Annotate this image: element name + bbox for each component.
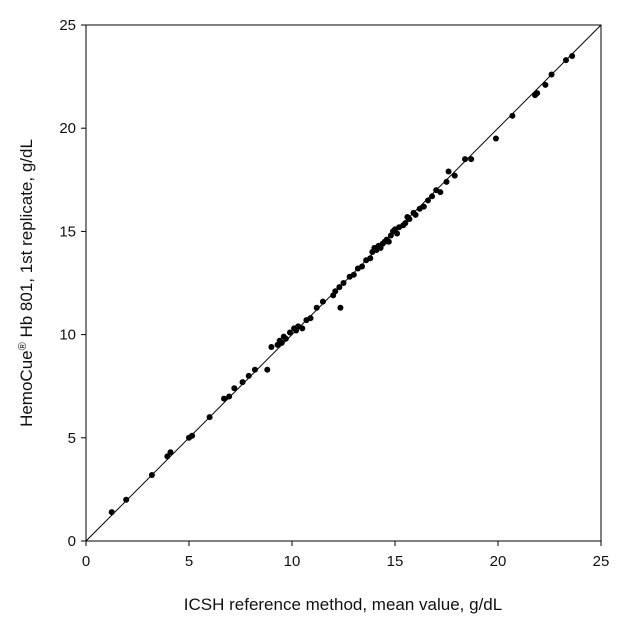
x-tick-label: 25 xyxy=(593,553,610,570)
data-point xyxy=(264,366,271,373)
data-point xyxy=(548,71,555,78)
data-point xyxy=(562,57,569,64)
data-point xyxy=(108,509,115,516)
x-tick-label: 5 xyxy=(185,553,193,570)
data-point xyxy=(424,197,431,204)
data-point xyxy=(221,395,228,402)
data-point xyxy=(402,220,409,227)
data-point xyxy=(385,238,392,245)
data-point xyxy=(437,189,444,196)
data-point xyxy=(226,393,233,400)
x-tick-label: 10 xyxy=(284,553,301,570)
data-point xyxy=(420,203,427,210)
data-point xyxy=(443,178,450,185)
data-point xyxy=(406,216,413,223)
x-tick-label: 0 xyxy=(82,553,90,570)
data-point xyxy=(445,168,452,175)
x-axis-title: ICSH reference method, mean value, g/dL xyxy=(184,595,502,614)
data-point xyxy=(337,304,344,311)
data-point xyxy=(251,366,258,373)
data-point xyxy=(286,329,293,336)
data-point xyxy=(340,280,347,286)
data-point xyxy=(319,298,326,305)
y-tick-label: 5 xyxy=(68,430,76,447)
y-tick-label: 15 xyxy=(59,223,76,240)
data-point xyxy=(206,414,213,421)
data-point xyxy=(336,284,343,291)
data-point xyxy=(534,90,541,97)
data-point xyxy=(509,112,516,119)
data-point xyxy=(451,172,458,179)
data-point xyxy=(350,271,357,278)
y-tick-label: 20 xyxy=(59,120,76,137)
data-point xyxy=(268,343,275,350)
data-point xyxy=(167,449,174,456)
data-point xyxy=(542,81,549,88)
data-point xyxy=(367,255,374,262)
data-point xyxy=(492,135,499,142)
data-point xyxy=(282,335,289,342)
y-tick-label: 10 xyxy=(59,327,76,344)
data-point xyxy=(332,288,339,295)
y-axis-title-part2: Hb 801, 1st replicate, g/dL xyxy=(17,139,36,342)
data-point xyxy=(123,496,130,503)
y-axis-title-part1: HemoCue xyxy=(17,350,36,427)
x-axis-ticks: 0 5 10 15 20 25 xyxy=(82,541,610,570)
data-point xyxy=(278,339,285,346)
y-axis-title: HemoCue® Hb 801, 1st replicate, g/dL xyxy=(17,139,36,427)
data-point xyxy=(231,385,238,392)
x-tick-label: 15 xyxy=(387,553,404,570)
data-point xyxy=(239,379,246,386)
x-tick-label: 20 xyxy=(490,553,507,570)
data-point xyxy=(148,471,155,478)
y-axis-ticks: 0 5 10 15 20 25 xyxy=(59,17,86,550)
data-point xyxy=(307,315,314,322)
y-tick-label: 0 xyxy=(68,533,76,550)
data-point xyxy=(189,432,196,439)
data-point xyxy=(429,193,436,200)
data-point xyxy=(394,230,401,237)
data-point xyxy=(299,325,306,332)
y-axis-title-superscript: ® xyxy=(17,342,29,350)
data-point xyxy=(569,52,576,59)
data-point xyxy=(164,453,171,460)
data-point xyxy=(468,156,475,163)
data-point xyxy=(412,211,419,218)
y-tick-label: 25 xyxy=(59,17,76,34)
data-point xyxy=(313,304,320,311)
data-point xyxy=(359,263,366,270)
data-points xyxy=(108,52,576,516)
data-point xyxy=(245,372,252,379)
data-point xyxy=(462,156,469,163)
